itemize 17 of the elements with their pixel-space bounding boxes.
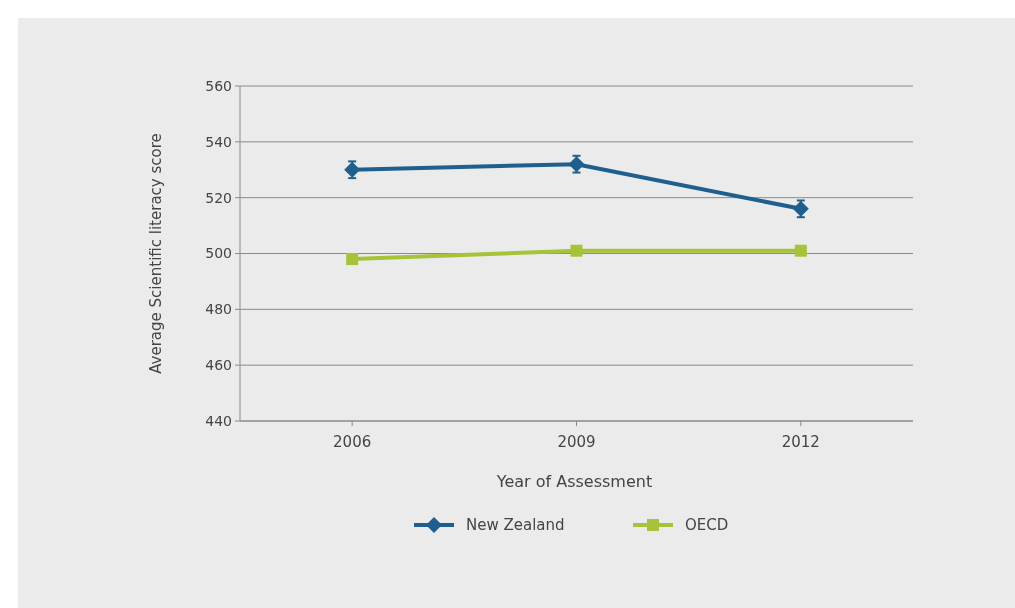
x-tick-label: 2006 — [333, 433, 372, 451]
point — [346, 253, 359, 266]
y-axis-title: Average Scientific literacy score — [147, 133, 165, 374]
y-tick-label: 560 — [205, 77, 232, 94]
y-tick-label: 520 — [205, 189, 232, 206]
y-tick-label: 540 — [205, 133, 232, 150]
legend-label: OECD — [685, 516, 729, 535]
y-tick-label: 500 — [205, 245, 232, 262]
x-tick-label: 2012 — [781, 433, 820, 451]
x-tick-label: 2009 — [557, 433, 596, 451]
legend-label: New Zealand — [466, 516, 565, 535]
y-tick-label: 480 — [205, 301, 232, 318]
y-tick-label: 460 — [205, 357, 232, 374]
point — [794, 244, 807, 257]
y-tick-label: 440 — [205, 412, 232, 429]
x-axis-title: Year of Assessment — [495, 472, 653, 491]
point — [570, 244, 583, 257]
